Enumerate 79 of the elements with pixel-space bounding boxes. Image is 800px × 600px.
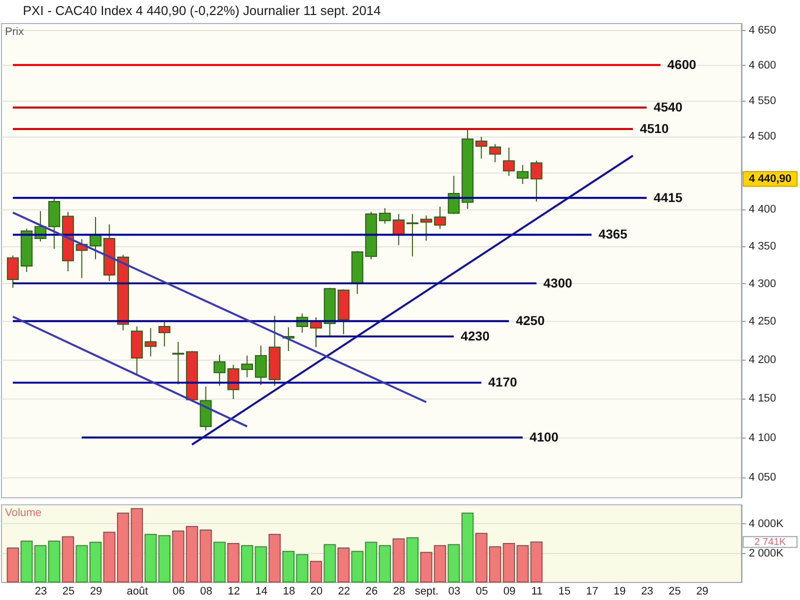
series-label: 4300 xyxy=(543,275,572,290)
x-tick-label: 08 xyxy=(200,585,212,598)
bar xyxy=(406,537,419,582)
text: 2 741K xyxy=(754,536,786,548)
bar xyxy=(337,547,350,582)
y-tick-label: 4 050 xyxy=(748,472,776,484)
x-tick-label: 06 xyxy=(172,585,185,598)
y-tick-label: 2 000K xyxy=(748,547,784,560)
series-label: 4510 xyxy=(640,120,669,136)
x-tick-label: 26 xyxy=(366,585,378,598)
x-tick-label: 20 xyxy=(310,585,323,598)
y-tick-label: 4 650 xyxy=(748,24,776,36)
series-label: 4415 xyxy=(654,190,682,205)
bar xyxy=(378,545,391,582)
x-tick-label: 12 xyxy=(228,585,240,598)
bar xyxy=(392,538,405,582)
bar xyxy=(310,560,322,582)
x-tick-label: 23 xyxy=(641,585,654,598)
x-tick-label: 05 xyxy=(476,585,488,598)
y-tick-label: 4 300 xyxy=(748,278,776,290)
x-tick-label: 19 xyxy=(614,585,626,598)
y-tick-label: 4 000K xyxy=(748,518,784,530)
bar xyxy=(241,545,254,582)
bar xyxy=(268,534,281,582)
candlestick xyxy=(420,215,432,242)
y-tick-label: 4 550 xyxy=(748,94,776,107)
chart-title: PXI - CAC40 Index 4 440,90 (-0,22%) Journalier 11 sept. 2014 xyxy=(22,3,381,18)
bar xyxy=(213,542,226,582)
candlestick xyxy=(406,214,418,257)
x-tick-label: 15 xyxy=(558,585,571,598)
series-label: 4540 xyxy=(654,99,682,114)
x-tick-label: 29 xyxy=(696,585,708,598)
bar xyxy=(324,544,336,582)
y-tick-label: 4 200 xyxy=(748,354,776,366)
x-tick-label: 29 xyxy=(90,585,102,598)
x-tick-label: août xyxy=(126,585,148,598)
candlestick xyxy=(530,160,542,202)
bar xyxy=(130,508,143,582)
y-tick-label: 4 600 xyxy=(748,59,776,72)
series-label: 4230 xyxy=(460,328,490,344)
series-label: 4250 xyxy=(516,313,545,328)
y-tick-label: 4 400 xyxy=(748,203,776,216)
y-tick-label: 4 500 xyxy=(748,130,776,143)
series-label: 4600 xyxy=(667,56,696,72)
bar xyxy=(158,535,171,582)
series-label: 4365 xyxy=(598,226,628,242)
series-label: 4170 xyxy=(488,374,518,390)
candlestick xyxy=(489,144,502,163)
bar xyxy=(6,547,19,582)
y-tick-label: 4 150 xyxy=(748,392,776,405)
y-tick-label: 4 350 xyxy=(748,240,776,252)
x-tick-label: 11 xyxy=(531,585,543,598)
candlestick xyxy=(158,320,170,347)
x-tick-label: 28 xyxy=(393,585,406,598)
candlestick xyxy=(90,216,102,260)
candlestick xyxy=(214,354,226,386)
x-tick-label: 22 xyxy=(338,585,350,598)
x-tick-label: 23 xyxy=(34,585,48,598)
y-tick-label: 4 250 xyxy=(748,316,776,328)
y-axis-title: Prix xyxy=(4,26,24,38)
series-label: 4100 xyxy=(530,429,558,444)
text: 4 440,90 xyxy=(748,172,792,185)
candlestick xyxy=(434,206,446,230)
bar xyxy=(62,536,74,582)
x-tick-label: 25 xyxy=(62,585,75,598)
bar xyxy=(227,542,240,582)
x-tick-label: 25 xyxy=(668,585,681,598)
bar xyxy=(254,546,267,582)
bar xyxy=(20,540,33,582)
candlestick xyxy=(475,136,488,160)
x-tick-label: 18 xyxy=(282,585,296,598)
x-tick-label: 17 xyxy=(586,585,598,598)
x-tick-label: sept. xyxy=(414,585,439,598)
x-tick-label: 14 xyxy=(255,585,268,598)
y-axis-title: Volume xyxy=(4,507,42,520)
x-tick-label: 03 xyxy=(448,585,460,598)
bar xyxy=(144,534,157,582)
y-tick-label: 4 100 xyxy=(748,432,776,444)
x-tick-label: 09 xyxy=(503,585,516,598)
